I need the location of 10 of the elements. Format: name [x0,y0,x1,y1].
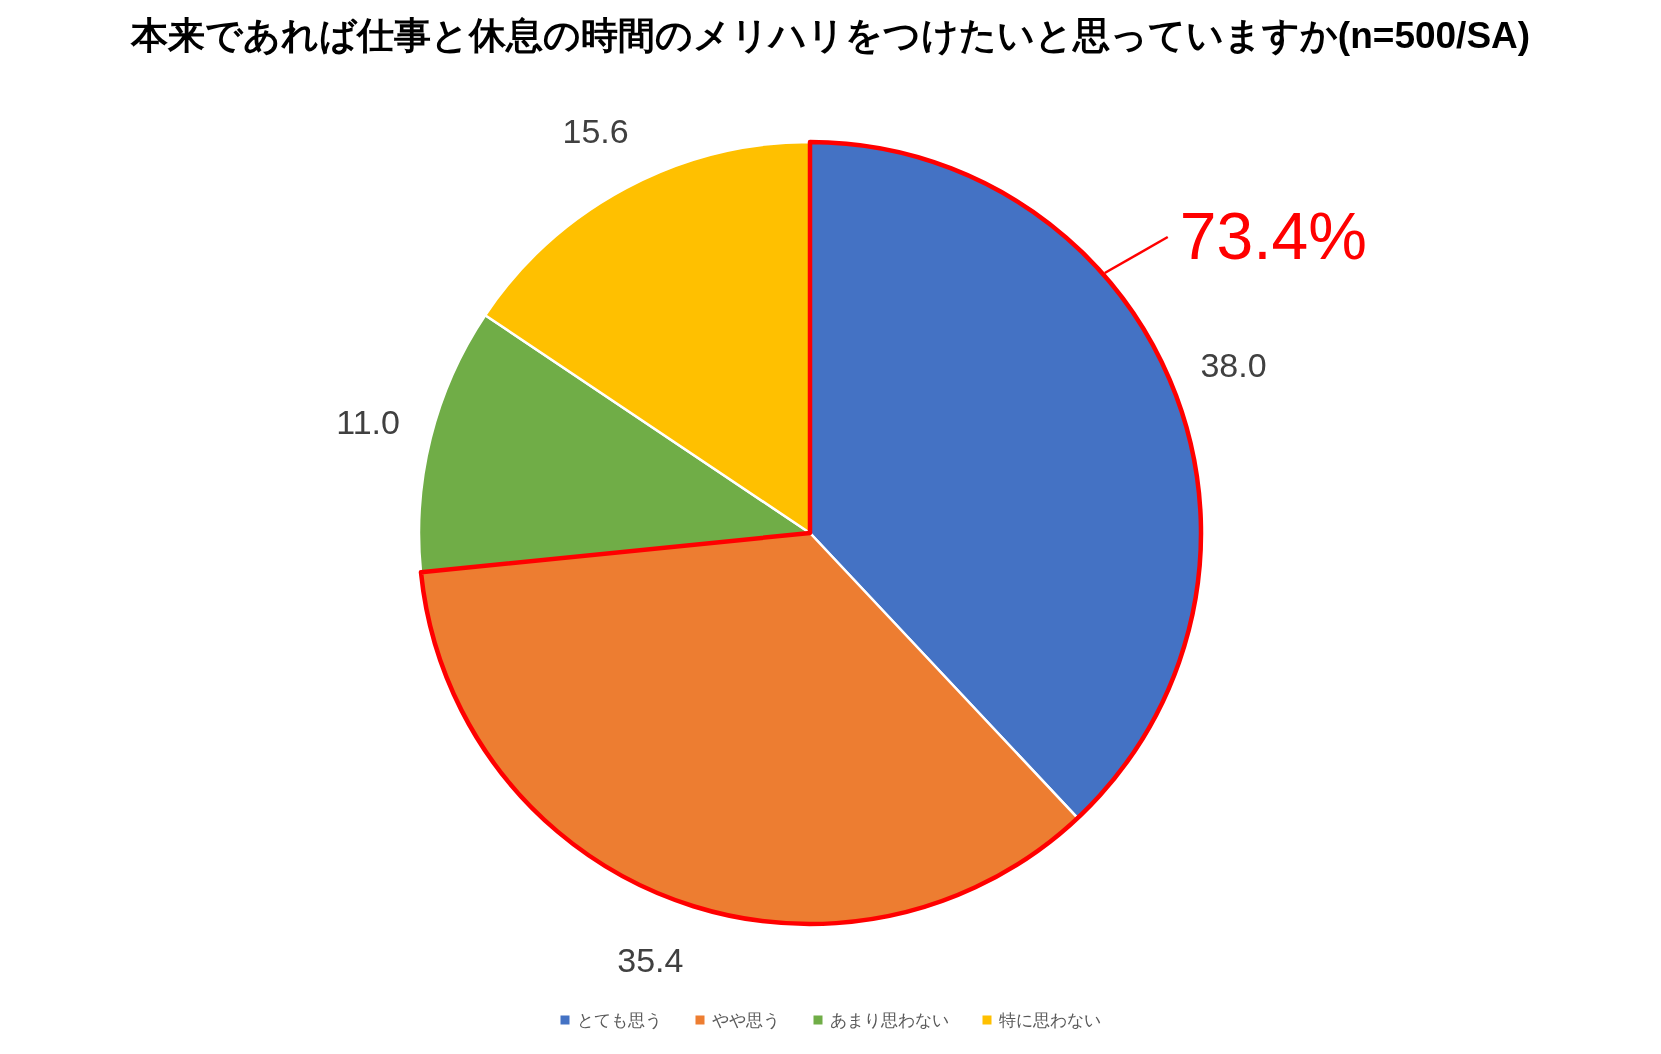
data-label: 38.0 [1200,346,1267,385]
legend-label: やや思う [711,1010,780,1030]
data-label: 35.4 [617,940,684,979]
legend-label: 特に思わない [998,1010,1101,1030]
text: 73.4% [1179,199,1367,274]
data-label: 15.6 [562,112,629,151]
legend-label: とても思う [576,1010,662,1030]
chart-title: 本来であれば仕事と休息の時間のメリハリをつけたいと思っていますか(n=500/SA) [129,15,1531,56]
data-label: 11.0 [336,403,400,442]
legend-label: あまり思わない [829,1010,949,1030]
